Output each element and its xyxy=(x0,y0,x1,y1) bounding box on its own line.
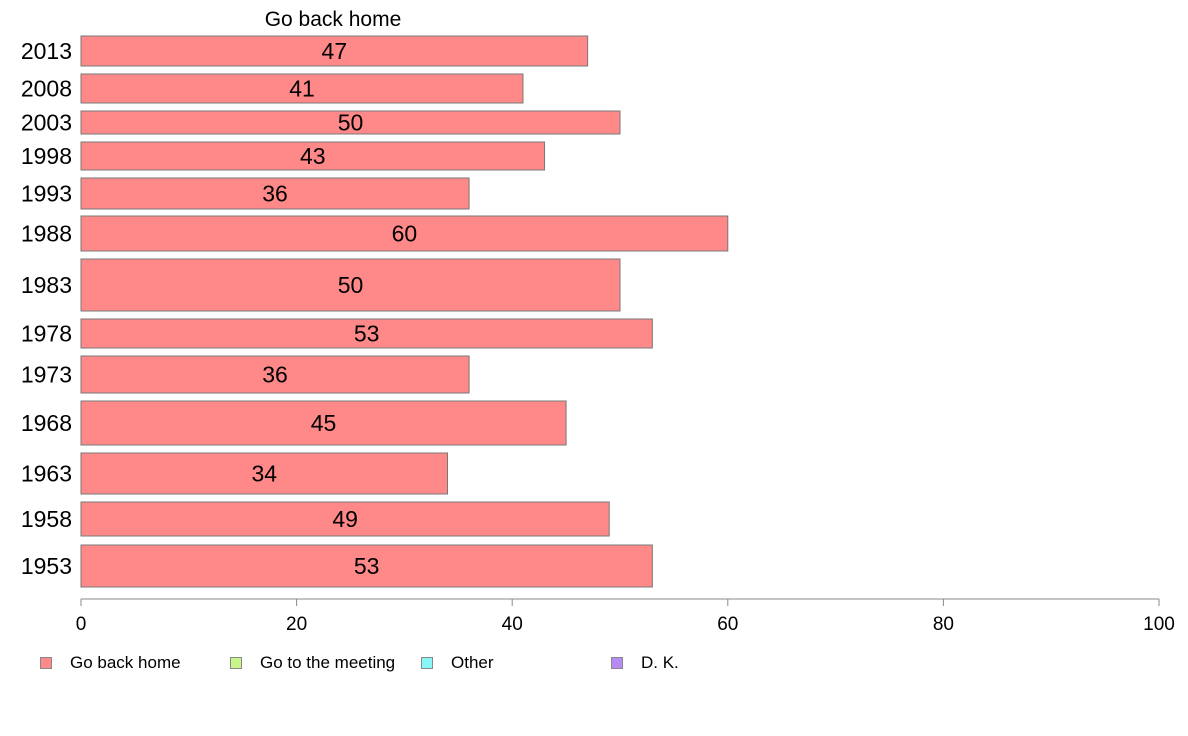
category-label-1958: 1958 xyxy=(21,506,72,532)
x-tick-label-100: 100 xyxy=(1143,614,1175,635)
bar-1993 xyxy=(80,177,470,210)
legend-item-go-back-home: Go back home xyxy=(40,652,181,674)
data-label-1988: 60 xyxy=(392,221,418,247)
bar-1973 xyxy=(80,355,470,394)
category-label-1988: 1988 xyxy=(21,221,72,247)
legend-item-dk: D. K. xyxy=(611,652,679,674)
bar-1988 xyxy=(80,215,729,252)
data-label-1978: 53 xyxy=(354,321,380,347)
legend: Go back home Go to the meeting Other D. … xyxy=(40,652,740,674)
legend-swatch-go-back-home xyxy=(40,657,52,669)
chart-title: Go back home xyxy=(265,8,402,31)
category-label-2003: 2003 xyxy=(21,110,72,136)
bar-1998 xyxy=(80,141,546,171)
legend-swatch-dk xyxy=(611,657,623,669)
bar-1983 xyxy=(80,258,621,312)
bar-1958 xyxy=(80,501,610,537)
data-label-1993: 36 xyxy=(262,181,288,207)
data-label-2003: 50 xyxy=(338,110,364,136)
data-label-1983: 50 xyxy=(338,272,364,298)
legend-swatch-other xyxy=(421,657,433,669)
x-tick-label-20: 20 xyxy=(286,614,307,635)
data-label-1973: 36 xyxy=(262,362,288,388)
category-label-1963: 1963 xyxy=(21,461,72,487)
bar-2008 xyxy=(80,73,524,104)
bar-1953 xyxy=(80,544,653,588)
data-label-1968: 45 xyxy=(311,410,337,436)
legend-label-go-to-the-meeting: Go to the meeting xyxy=(260,653,396,672)
category-label-2008: 2008 xyxy=(21,76,72,102)
bar-1963 xyxy=(80,452,449,495)
bar-2013 xyxy=(80,35,589,67)
x-tick-label-60: 60 xyxy=(717,614,738,635)
category-label-1998: 1998 xyxy=(21,143,72,169)
category-label-1968: 1968 xyxy=(21,410,72,436)
x-tick-label-80: 80 xyxy=(933,614,954,635)
category-label-1953: 1953 xyxy=(21,553,72,579)
data-label-2013: 47 xyxy=(322,38,348,64)
legend-label-go-back-home: Go back home xyxy=(70,653,181,672)
category-label-1993: 1993 xyxy=(21,181,72,207)
category-label-1973: 1973 xyxy=(21,362,72,388)
category-label-1978: 1978 xyxy=(21,321,72,347)
category-label-1983: 1983 xyxy=(21,272,72,298)
legend-swatch-go-to-the-meeting xyxy=(230,657,242,669)
bar-1978 xyxy=(80,318,653,349)
data-label-2008: 41 xyxy=(289,76,315,102)
x-tick-label-40: 40 xyxy=(502,614,523,635)
legend-label-other: Other xyxy=(451,653,494,672)
legend-item-go-to-the-meeting: Go to the meeting xyxy=(230,652,395,674)
data-label-1998: 43 xyxy=(300,143,326,169)
data-label-1958: 49 xyxy=(332,506,358,532)
x-axis: 0 20 40 60 80 100 xyxy=(76,598,1175,635)
bar-1968 xyxy=(80,400,567,446)
bars-group: 47 2013 41 2008 50 2003 43 1998 36 1993 60 1988 50 19… xyxy=(21,35,729,588)
data-label-1963: 34 xyxy=(251,461,277,487)
legend-item-other: Other xyxy=(421,652,494,674)
bar-2003 xyxy=(80,110,621,135)
data-label-1953: 53 xyxy=(354,553,380,579)
category-label-2013: 2013 xyxy=(21,38,72,64)
legend-label-dk: D. K. xyxy=(641,653,679,672)
x-tick-label-0: 0 xyxy=(76,614,87,635)
